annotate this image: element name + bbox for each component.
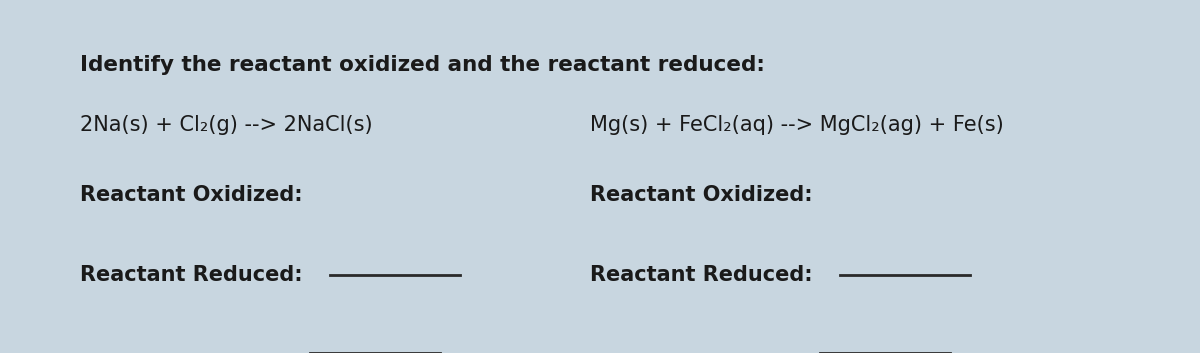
Text: Reactant Reduced:: Reactant Reduced: xyxy=(80,265,302,285)
Text: 2Na(s) + Cl₂(g) --> 2NaCl(s): 2Na(s) + Cl₂(g) --> 2NaCl(s) xyxy=(80,115,373,135)
Text: Identify the reactant oxidized and the reactant reduced:: Identify the reactant oxidized and the r… xyxy=(80,55,764,75)
Text: Reactant Oxidized:: Reactant Oxidized: xyxy=(590,185,812,205)
Text: Mg(s) + FeCl₂(aq) --> MgCl₂(ag) + Fe(s): Mg(s) + FeCl₂(aq) --> MgCl₂(ag) + Fe(s) xyxy=(590,115,1003,135)
Text: Reactant Reduced:: Reactant Reduced: xyxy=(590,265,812,285)
Text: Reactant Oxidized:: Reactant Oxidized: xyxy=(80,185,302,205)
